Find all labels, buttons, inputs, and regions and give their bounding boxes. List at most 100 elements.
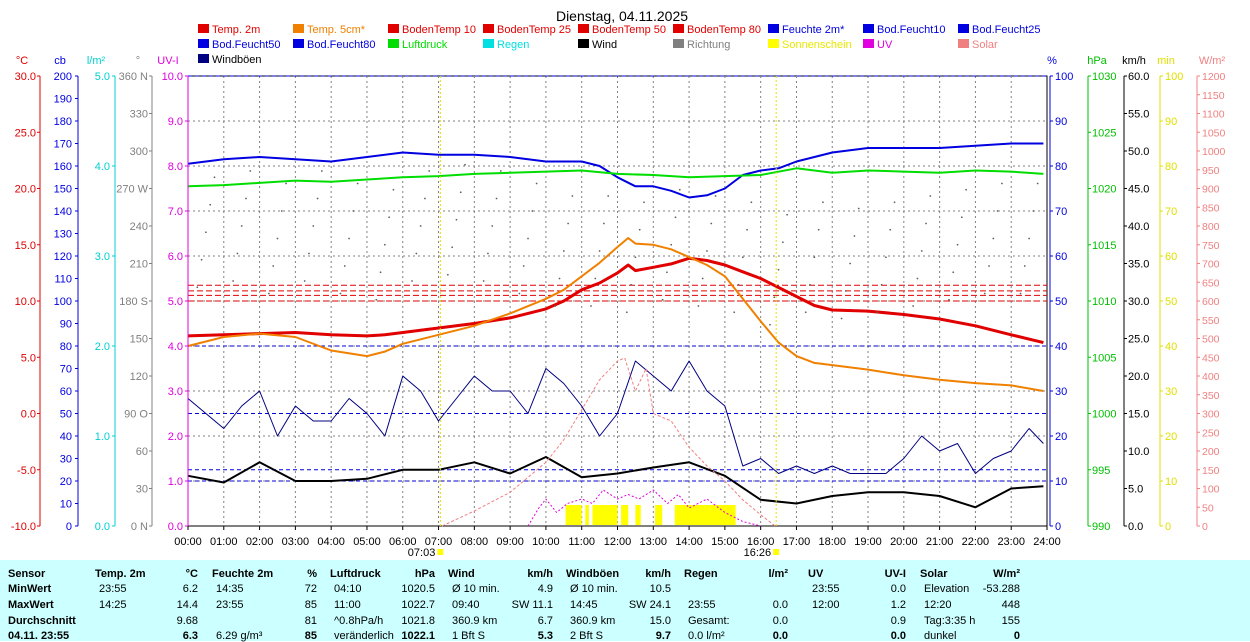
direction-point xyxy=(674,216,677,219)
direction-point xyxy=(594,277,597,280)
right-axis-tick-label: 1000 xyxy=(1092,409,1116,421)
right-axis-tick-label: 350 xyxy=(1202,390,1220,402)
direction-point xyxy=(809,283,811,286)
time-tick-label: 10:00 xyxy=(532,536,560,548)
stats-cell-sub: Ø 10 min. xyxy=(452,583,500,595)
direction-point xyxy=(602,222,605,225)
direction-point xyxy=(1023,265,1026,267)
direction-point xyxy=(415,252,418,255)
stats-cell-value: 72 xyxy=(304,583,317,595)
left-axis-tick-label: 0.0 xyxy=(21,409,36,421)
right-axis-tick-label: 1025 xyxy=(1092,127,1116,139)
sunrise-marker xyxy=(437,549,444,555)
direction-point xyxy=(204,231,207,234)
stats-column-header: UV xyxy=(808,568,824,580)
stats-cell-sub: Gesamt: xyxy=(688,615,730,627)
right-axis-tick-label: 60 xyxy=(1165,251,1177,263)
legend-label: Sonnenschein xyxy=(782,39,852,51)
direction-point xyxy=(343,265,346,267)
right-axis-tick-label: 30 xyxy=(1055,386,1067,398)
direction-point xyxy=(459,191,462,194)
right-axis-tick-label: 10 xyxy=(1055,476,1067,488)
legend-label: BodenTemp 50 xyxy=(592,24,666,36)
stats-row-label: MaxWert xyxy=(8,599,54,611)
right-axis-tick-label: 700 xyxy=(1202,259,1220,271)
right-axis-tick-label: 30 xyxy=(1165,386,1177,398)
left-axis-tick-label: 140 xyxy=(54,206,72,218)
legend-swatch xyxy=(198,54,209,63)
legend-swatch xyxy=(673,39,684,48)
legend-label: BodenTemp 25 xyxy=(497,24,571,36)
right-axis-tick-label: 900 xyxy=(1202,184,1220,196)
stats-row-label: Durchschnitt xyxy=(8,615,76,627)
sunrise-time: 07:03 xyxy=(408,547,436,559)
left-axis-unit: ° xyxy=(136,55,140,67)
left-axis-tick-label: 15.0 xyxy=(15,240,36,252)
left-axis-tick-label: 300 xyxy=(130,146,148,158)
stats-cell-sub: dunkel xyxy=(924,630,957,642)
direction-point xyxy=(356,182,359,185)
direction-point xyxy=(200,258,203,261)
legend-label: BodenTemp 10 xyxy=(402,24,476,36)
sunshine-block xyxy=(674,505,736,525)
direction-point xyxy=(428,170,431,172)
left-axis-tick-label: 100 xyxy=(54,296,72,308)
direction-point xyxy=(773,296,776,299)
direction-point xyxy=(411,280,413,282)
stats-cell-sub: 04:10 xyxy=(334,583,362,595)
stats-cell-value: 85 xyxy=(304,630,317,642)
direction-point xyxy=(952,271,955,274)
direction-point xyxy=(741,256,744,259)
direction-point xyxy=(956,243,959,246)
direction-point xyxy=(1032,210,1035,212)
direction-point xyxy=(446,273,449,276)
time-tick-label: 08:00 xyxy=(461,536,489,548)
left-axis-unit: UV-I xyxy=(157,55,178,67)
left-axis-tick-label: 30 xyxy=(60,454,72,466)
left-axis-tick-label: 0 N xyxy=(131,521,148,533)
time-tick-label: 23:00 xyxy=(997,536,1025,548)
stats-cell-value: 0.0 xyxy=(772,615,788,627)
direction-point xyxy=(285,182,287,185)
left-axis-tick-label: 180 S xyxy=(119,296,148,308)
left-axis-tick-label: 0.0 xyxy=(168,521,183,533)
direction-point xyxy=(320,170,323,172)
stats-column-header: Wind xyxy=(448,568,475,580)
direction-point xyxy=(558,277,561,280)
right-axis-tick-label: 600 xyxy=(1202,296,1220,308)
legend-label: Windböen xyxy=(212,54,262,66)
direction-point xyxy=(303,280,306,282)
time-tick-label: 18:00 xyxy=(818,536,846,548)
legend-swatch xyxy=(863,24,874,33)
left-axis-tick-label: 150 xyxy=(130,334,148,346)
direction-point xyxy=(455,218,458,221)
right-axis-tick-label: 1100 xyxy=(1202,109,1225,121)
stats-cell-value: 1022.7 xyxy=(401,599,435,611)
direction-point xyxy=(1019,292,1022,295)
direction-point xyxy=(1001,182,1003,185)
right-axis-tick-label: 1150 xyxy=(1202,90,1225,102)
legend-label: BodenTemp 80 xyxy=(687,24,761,36)
direction-point xyxy=(670,243,673,246)
right-axis-unit: hPa xyxy=(1087,55,1107,67)
right-axis-tick-label: 1005 xyxy=(1092,352,1116,364)
stats-cell-sub: 11:00 xyxy=(334,599,361,611)
right-axis-unit: % xyxy=(1047,55,1057,67)
time-tick-label: 19:00 xyxy=(854,536,882,548)
left-axis-tick-label: 240 xyxy=(130,221,148,233)
direction-point xyxy=(451,246,454,249)
stats-cell-sub: 2 Bft S xyxy=(570,630,604,642)
left-axis-tick-label: 5.0 xyxy=(21,352,36,364)
right-axis-tick-label: 40 xyxy=(1055,341,1067,353)
series-uv xyxy=(527,489,761,527)
direction-point xyxy=(929,195,932,197)
stats-cell-value: -53.288 xyxy=(982,583,1020,595)
right-axis-tick-label: 100 xyxy=(1202,484,1220,496)
left-axis-tick-label: 70 xyxy=(60,364,72,376)
legend-swatch xyxy=(958,39,969,48)
statistics-table: Sensor Temp. 2m °C Feuchte 2m% Luftdruck hPa W… xyxy=(0,560,1250,642)
left-axis-tick-label: -10.0 xyxy=(11,521,36,533)
legend-swatch xyxy=(958,24,969,33)
stats-cell-sub: 360.9 km xyxy=(452,615,498,627)
right-axis-tick-label: 990 xyxy=(1092,521,1110,533)
